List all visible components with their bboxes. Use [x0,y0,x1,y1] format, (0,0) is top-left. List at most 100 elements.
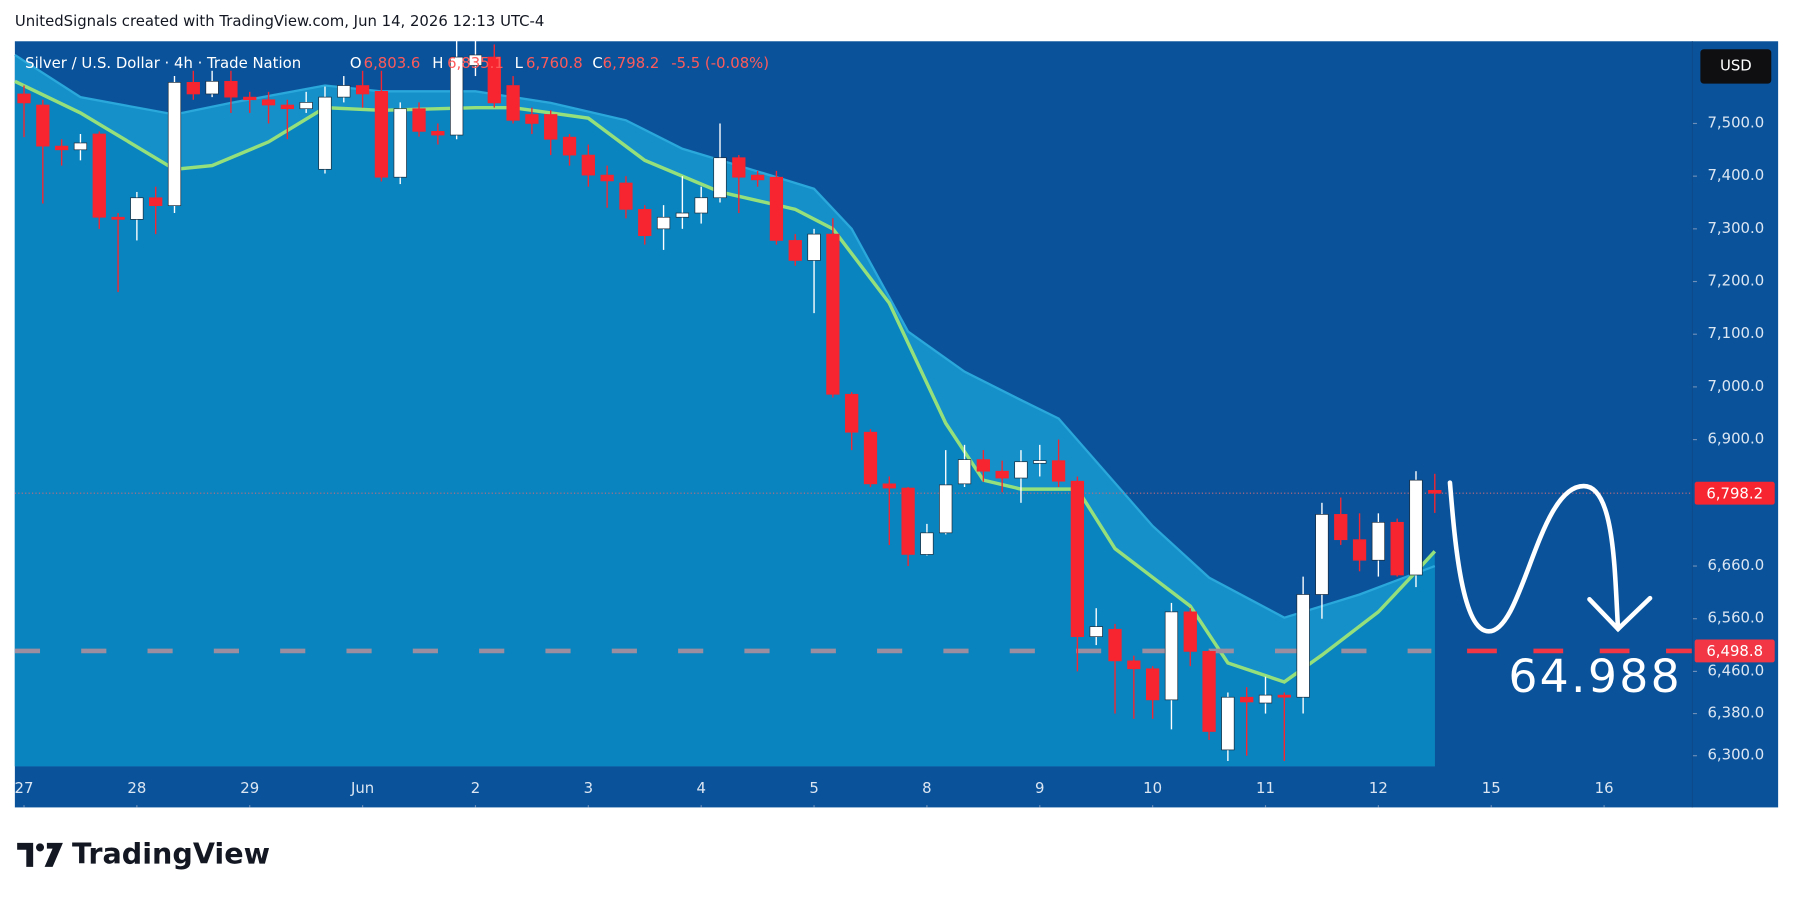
legend-change: -5.5 (-0.08%) [671,54,769,72]
currency-label[interactable]: USD [1720,56,1752,74]
arrow-head [1587,595,1653,633]
candle-body [882,483,896,489]
overlay-line [14,54,1436,619]
candle-body [525,114,539,124]
candle-body [600,174,614,182]
candle-body [1014,461,1028,479]
candle-body [845,393,859,433]
candle-body [506,85,520,121]
candle-body [562,136,577,156]
candle-body [355,85,370,95]
candle-body [243,96,257,101]
price-label-box [1694,639,1775,663]
x-tick-label: 10 [1143,779,1162,797]
candle-body [224,80,238,98]
legend-c-label: C [592,54,602,72]
candle-body [1390,521,1404,576]
candle-body [788,240,802,261]
candle-body [337,85,351,98]
currency-button[interactable] [1700,49,1772,84]
candle-body [73,142,88,151]
candle-body [713,157,727,199]
price-label-box [1694,481,1775,505]
candle-body [619,182,633,210]
candle-body [656,216,671,230]
x-tick-label: 12 [1369,779,1388,797]
candle-body [995,470,1009,479]
candle-body [694,197,708,214]
legend-o: 6,803.6 [364,54,421,72]
candle-body [957,459,972,485]
candle-body [1352,539,1367,561]
legend-symbol: Silver / U.S. Dollar · 4h · Trade Nation [25,54,301,72]
attribution: UnitedSignals created with TradingView.c… [15,12,544,30]
candle-body [374,90,389,178]
candle-body [1428,490,1442,494]
candle-body [36,104,50,147]
candle-body [1127,660,1141,670]
candle-body [863,431,878,485]
y-tick-label: 7,200.0 [1707,272,1764,290]
x-tick-label: 11 [1256,779,1275,797]
arrow [1447,480,1621,634]
candle-body [280,104,294,110]
x-tick-label: 4 [696,779,705,797]
candle-body [130,197,144,220]
logo-text: TradingView [72,836,270,870]
y-tick-label: 7,000.0 [1707,377,1764,395]
candle-body [1183,611,1197,652]
candle-body [1202,651,1216,732]
y-tick-label: 7,500.0 [1707,113,1764,131]
candle-body [769,176,784,241]
x-tick-label: 3 [584,779,593,797]
legend-c: 6,798.2 [603,54,660,72]
candle-body [468,54,483,66]
y-tick-label: 7,300.0 [1707,219,1764,237]
candle-body [1070,480,1085,637]
candle-body [1409,479,1423,576]
legend-l: 6,760.8 [526,54,583,72]
x-tick-label: 29 [240,779,259,797]
candle-body [431,131,445,136]
candle-body [1258,694,1273,704]
candle-body [1296,594,1310,698]
price-label: 6,798.2 [1706,484,1763,502]
candle-body [111,216,125,220]
candle-body [205,80,219,95]
candle-body [450,56,464,136]
candle-body [920,532,934,555]
candle-body [167,82,182,206]
y-tick-label: 6,380.0 [1707,704,1764,722]
x-tick-label: 15 [1482,779,1501,797]
candle-body [581,154,595,176]
candle-body [412,108,426,132]
x-tick-label: 5 [809,779,818,797]
candle-body [1277,694,1291,698]
candle-body [299,102,313,110]
price-label: 6,498.8 [1706,642,1763,660]
candle-body [149,197,163,206]
candle-body [750,174,765,181]
legend-h: 6,835.1 [447,54,504,72]
y-tick-label: 7,400.0 [1707,166,1764,184]
annotation: 64.988 [1508,650,1682,703]
candle-body [1033,460,1047,464]
logo-icon [17,842,63,867]
candle-body [1164,611,1179,701]
candle-body [826,233,840,395]
candle-body [1089,626,1103,637]
x-tick-label: 9 [1035,779,1044,797]
candle-body [807,233,821,261]
candle-body [261,99,276,106]
x-tick-label: Jun [350,779,374,797]
candle-body [55,145,69,151]
candle-body [901,487,915,555]
y-tick-label: 6,560.0 [1707,609,1764,627]
candle-body [1334,514,1348,541]
y-tick-label: 6,900.0 [1707,430,1764,448]
candle-body [1146,668,1160,701]
candle-body [544,114,558,140]
candle-body [1240,696,1254,703]
candle-body [1221,696,1235,751]
